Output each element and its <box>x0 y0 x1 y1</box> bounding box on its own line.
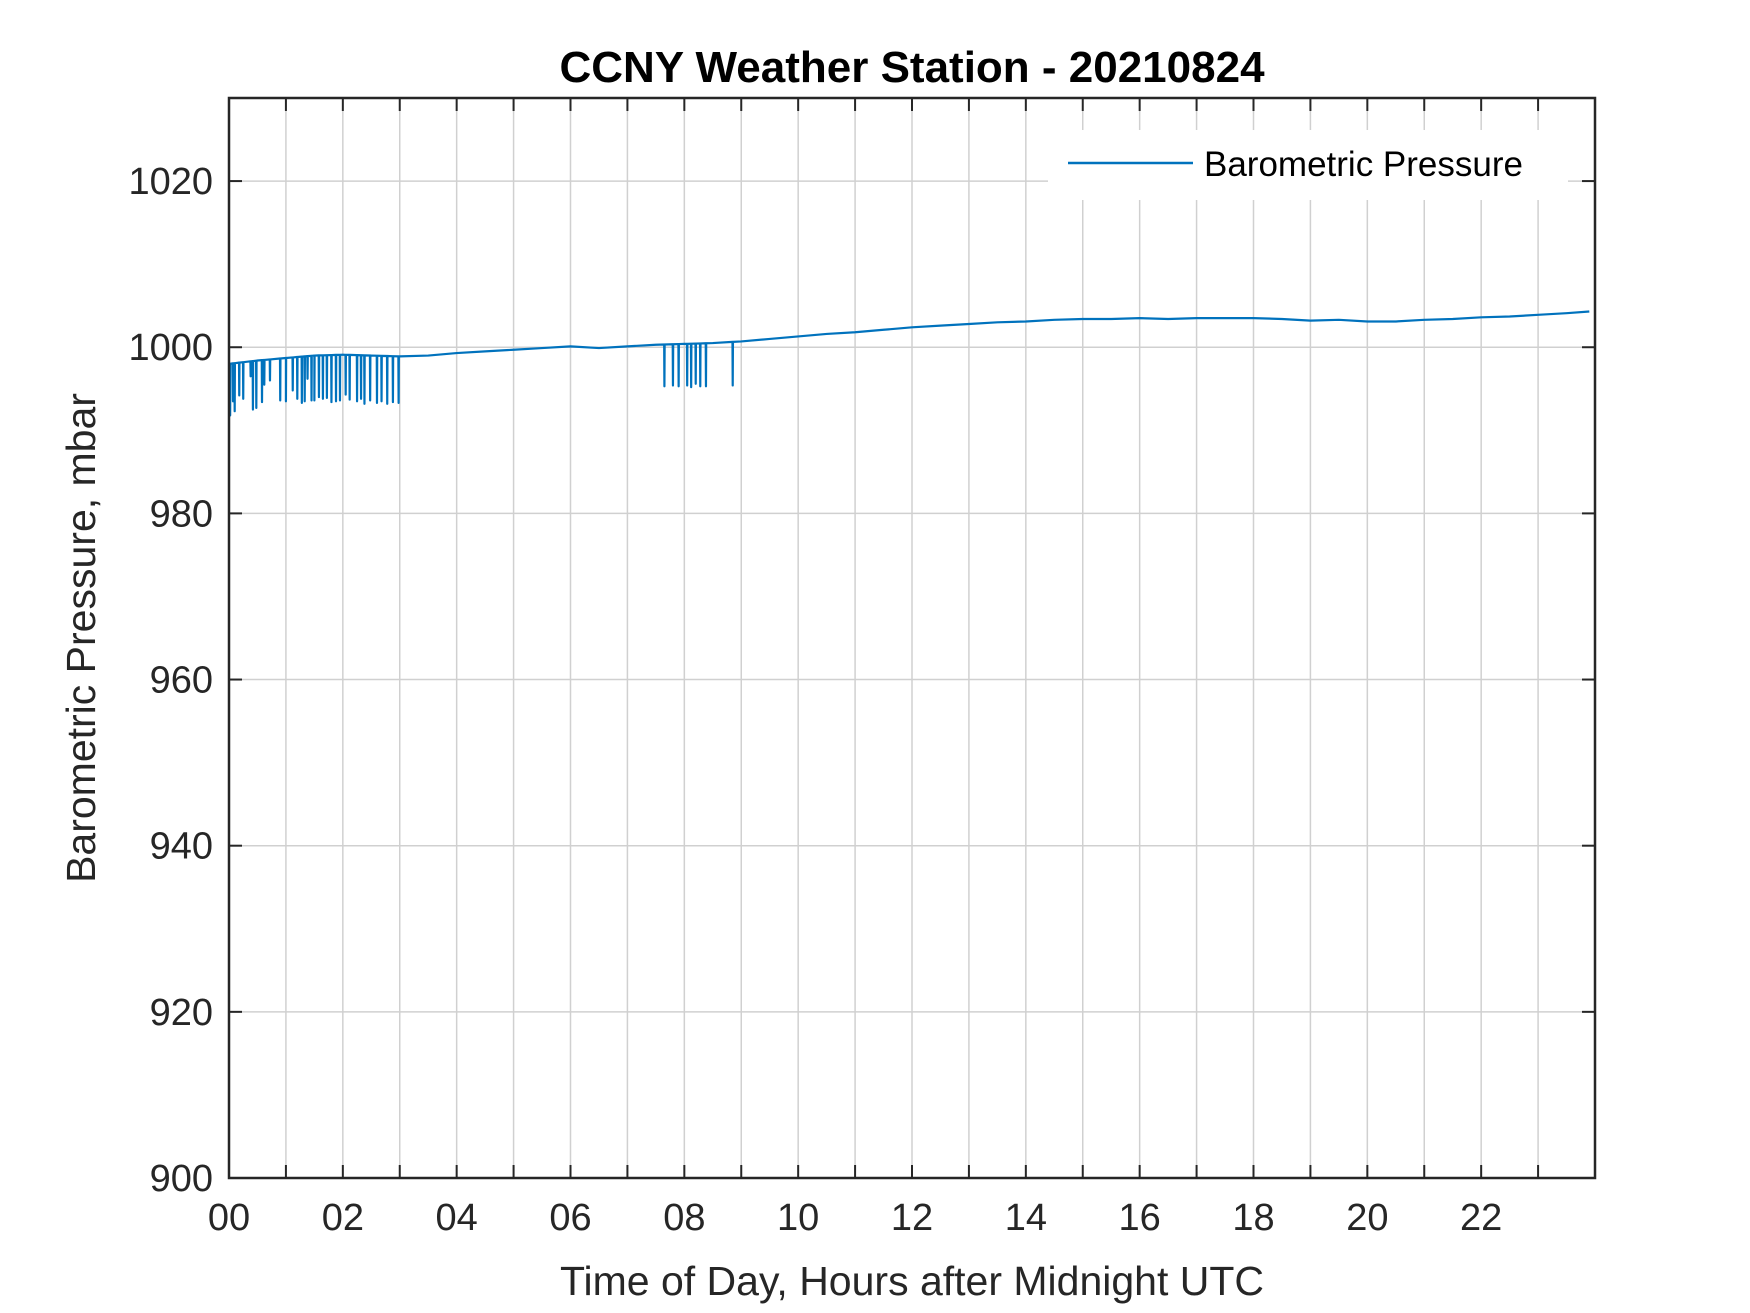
y-tick-label: 980 <box>150 493 213 535</box>
x-tick-label: 16 <box>1119 1197 1161 1239</box>
y-tick-label: 1000 <box>128 327 213 369</box>
x-tick-label: 10 <box>777 1197 819 1239</box>
legend: Barometric Pressure <box>1048 130 1568 200</box>
x-tick-label: 04 <box>436 1197 478 1239</box>
x-tick-label: 08 <box>663 1197 705 1239</box>
x-tick-label: 14 <box>1005 1197 1047 1239</box>
x-tick-label: 18 <box>1232 1197 1274 1239</box>
x-tick-label: 02 <box>322 1197 364 1239</box>
legend-box <box>1048 130 1568 200</box>
x-axis-label: Time of Day, Hours after Midnight UTC <box>560 1258 1264 1304</box>
x-tick-label: 06 <box>549 1197 591 1239</box>
y-tick-label: 900 <box>150 1158 213 1200</box>
y-axis-label: Barometric Pressure, mbar <box>58 393 104 883</box>
y-tick-label: 1020 <box>128 161 213 203</box>
axes-frame <box>227 96 1597 1180</box>
x-tick-label: 12 <box>891 1197 933 1239</box>
y-tick-label: 940 <box>150 826 213 868</box>
y-tick-label: 920 <box>150 992 213 1034</box>
y-tick-label: 960 <box>150 660 213 702</box>
series-line-barometric-pressure <box>228 310 1590 417</box>
x-tick-label: 00 <box>208 1197 250 1239</box>
series-layer <box>228 310 1590 417</box>
legend-entry-barometric-pressure: Barometric Pressure <box>1204 145 1523 184</box>
tick-labels: 00 02 04 06 08 10 12 14 16 18 20 22 900 920 940 960 980 1… <box>128 161 1502 1239</box>
x-tick-label: 20 <box>1346 1197 1388 1239</box>
x-tick-label: 22 <box>1460 1197 1502 1239</box>
chart-title: CCNY Weather Station - 20210824 <box>559 43 1265 92</box>
